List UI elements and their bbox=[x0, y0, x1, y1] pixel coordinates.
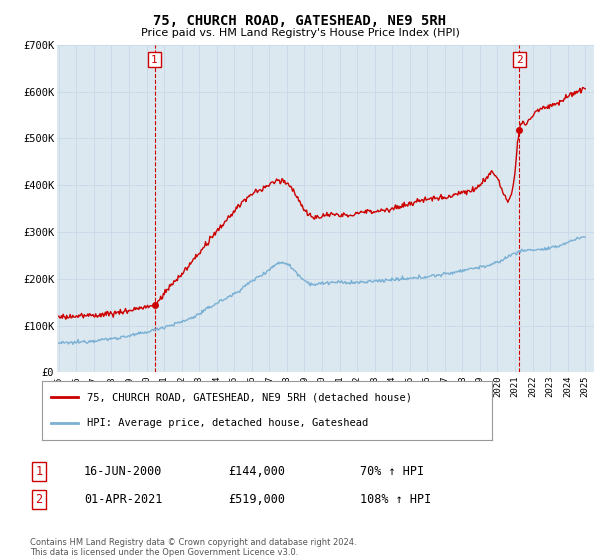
Text: 1: 1 bbox=[151, 55, 158, 64]
Text: 75, CHURCH ROAD, GATESHEAD, NE9 5RH (detached house): 75, CHURCH ROAD, GATESHEAD, NE9 5RH (det… bbox=[87, 392, 412, 402]
Text: 108% ↑ HPI: 108% ↑ HPI bbox=[360, 493, 431, 506]
Text: 75, CHURCH ROAD, GATESHEAD, NE9 5RH: 75, CHURCH ROAD, GATESHEAD, NE9 5RH bbox=[154, 14, 446, 28]
Text: 1: 1 bbox=[35, 465, 43, 478]
Point bbox=[515, 125, 524, 134]
Text: 16-JUN-2000: 16-JUN-2000 bbox=[84, 465, 163, 478]
Text: Contains HM Land Registry data © Crown copyright and database right 2024.
This d: Contains HM Land Registry data © Crown c… bbox=[30, 538, 356, 557]
Text: 70% ↑ HPI: 70% ↑ HPI bbox=[360, 465, 424, 478]
Text: 2: 2 bbox=[516, 55, 523, 64]
Point bbox=[150, 301, 160, 310]
Text: Price paid vs. HM Land Registry's House Price Index (HPI): Price paid vs. HM Land Registry's House … bbox=[140, 28, 460, 38]
Text: 01-APR-2021: 01-APR-2021 bbox=[84, 493, 163, 506]
Text: £144,000: £144,000 bbox=[228, 465, 285, 478]
Text: 2: 2 bbox=[35, 493, 43, 506]
Text: HPI: Average price, detached house, Gateshead: HPI: Average price, detached house, Gate… bbox=[87, 418, 368, 428]
Text: £519,000: £519,000 bbox=[228, 493, 285, 506]
